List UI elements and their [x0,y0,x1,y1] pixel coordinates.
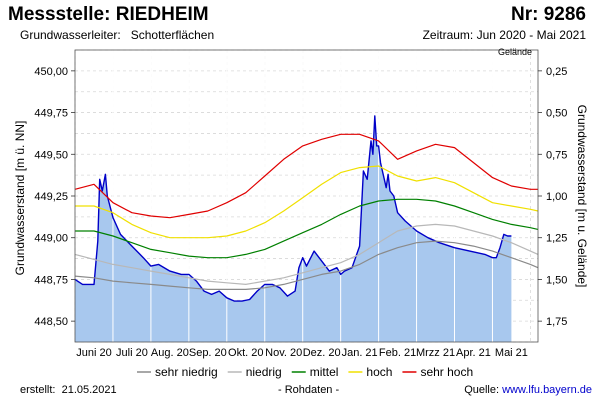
y-tick-label: 449,75 [34,108,68,120]
y-tick-label: 450,00 [34,66,68,78]
legend: sehr niedrig niedrig mittel hoch sehr hoch [137,365,473,379]
source-info: Quelle: www.lfu.bayern.de [464,384,592,396]
x-tick-label: Mrzz 21 [416,347,455,359]
created-date: 21.05.2021 [61,384,117,396]
axis-ticks: 448,50 448,75 449,00 449,25 449,50 449,75 450,… [34,66,567,359]
raw-data-label: - Rohdaten - [278,384,340,396]
x-tick-label: Dez. 20 [303,347,341,359]
legend-label-sehr-niedrig: sehr niedrig [155,365,218,379]
aquifer-info: Grundwasserleiter: Schotterflächen [20,28,214,42]
legend-label-mittel: mittel [310,365,339,379]
legend-label-hoch: hoch [366,365,392,379]
x-tick-label: Jan. 21 [342,347,378,359]
x-tick-label: Apr. 21 [456,347,491,359]
y-axis-label: Grundwasserstand [m ü. NN] [13,121,27,276]
y2-tick-label: 1,75 [546,316,567,328]
y2-axis-label: Grundwasserstand [m u. Gelände] [575,105,589,288]
source-link[interactable]: www.lfu.bayern.de [502,384,592,396]
x-tick-label: Feb. 21 [379,347,416,359]
y-tick-label: 449,50 [34,149,68,161]
x-tick-label: Okt. 20 [228,347,263,359]
x-tick-label: Mai 21 [495,347,528,359]
y2-tick-label: 0,75 [546,149,567,161]
x-tick-label: Juli 20 [116,347,148,359]
y-tick-label: 449,25 [34,191,68,203]
measured-line [74,115,512,302]
y-tick-label: 449,00 [34,233,68,245]
measured-series [74,50,512,343]
series-line-sehr-hoch [74,133,538,219]
y2-tick-label: 0,50 [546,108,567,120]
statistic-series [74,133,539,290]
series-line-niedrig [74,223,539,285]
y-tick-label: 448,75 [34,274,68,286]
series-line-hoch [75,165,539,239]
station-number: Nr: 9286 [511,4,586,25]
y2-tick-label: 1,25 [546,233,567,245]
period-label: Zeitraum: Jun 2020 - Mai 2021 [422,28,586,42]
x-tick-label: Nov. 20 [265,347,302,359]
x-tick-label: Sep. 20 [189,347,227,359]
station-title: Messstelle: RIEDHEIM [8,4,209,25]
measured-area [75,115,512,343]
created-info: erstellt: 21.05.2021 [20,384,117,396]
y2-tick-label: 1,50 [546,274,567,286]
created-label: erstellt: [20,384,56,396]
y2-top-label: Gelände [498,47,532,57]
x-tick-label: Juni 20 [76,347,111,359]
y2-tick-label: 0,25 [546,66,567,78]
legend-label-niedrig: niedrig [246,365,282,379]
legend-label-sehr-hoch: sehr hoch [420,365,473,379]
y2-tick-label: 1,00 [546,191,567,203]
x-tick-label: Aug. 20 [151,347,189,359]
series-line-mittel [75,198,539,259]
source-label: Quelle: [464,384,500,396]
aquifer-label: Grundwasserleiter: [20,28,121,42]
series-line-sehr-niedrig [74,240,539,290]
aquifer-value: Schotterflächen [130,28,215,42]
y-tick-label: 448,50 [34,316,68,328]
